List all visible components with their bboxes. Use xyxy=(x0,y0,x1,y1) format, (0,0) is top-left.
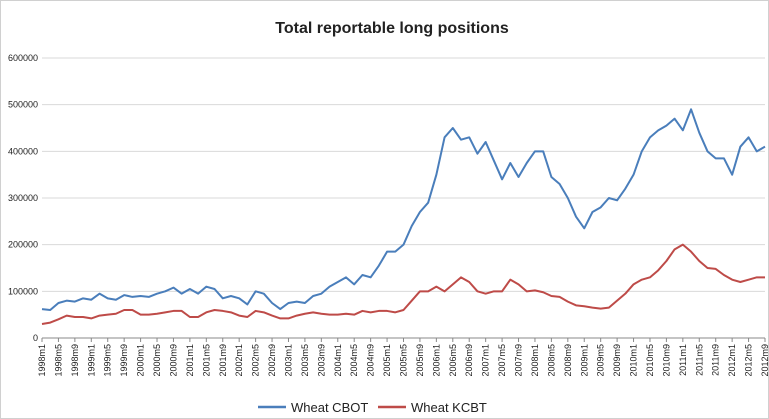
x-tick-label: 2008m9 xyxy=(563,344,573,377)
x-tick-label: 2000m1 xyxy=(136,344,146,377)
x-tick-label: 1998m9 xyxy=(70,344,80,377)
x-tick-label: 2011m1 xyxy=(678,344,688,376)
x-tick-label: 2003m5 xyxy=(300,344,310,377)
x-tick-label: 1999m9 xyxy=(119,344,129,377)
x-tick-label: 2005m1 xyxy=(382,344,392,377)
y-tick-label: 0 xyxy=(33,333,38,343)
x-tick-label: 2005m9 xyxy=(415,344,425,377)
x-tick-label: 2002m5 xyxy=(251,344,261,377)
x-tick-label: 2000m9 xyxy=(168,344,178,377)
y-tick-label: 200000 xyxy=(8,240,38,250)
x-tick-label: 2006m9 xyxy=(464,344,474,377)
x-tick-label: 2010m9 xyxy=(661,344,671,377)
x-tick-label: 2011m5 xyxy=(694,344,704,376)
x-tick-label: 2007m1 xyxy=(481,344,491,377)
x-tick-label: 1999m5 xyxy=(103,344,113,377)
x-tick-label: 2012m9 xyxy=(760,344,769,377)
x-tick-label: 2002m1 xyxy=(234,344,244,377)
x-tick-label: 2011m9 xyxy=(711,344,721,376)
x-tick-label: 2008m1 xyxy=(530,344,540,377)
x-tick-label: 1999m1 xyxy=(86,344,96,377)
x-tick-label: 2003m9 xyxy=(316,344,326,377)
x-tick-label: 2006m5 xyxy=(448,344,458,377)
y-tick-label: 300000 xyxy=(8,193,38,203)
x-tick-label: 2004m1 xyxy=(333,344,343,377)
chart-title: Total reportable long positions xyxy=(275,20,509,37)
x-tick-label: 1998m5 xyxy=(53,344,63,377)
x-tick-label: 2012m5 xyxy=(744,344,754,377)
x-tick-label: 2008m5 xyxy=(546,344,556,377)
legend-label: Wheat KCBT xyxy=(411,400,487,415)
x-tick-label: 2003m1 xyxy=(283,344,293,377)
series-line xyxy=(41,108,766,311)
x-tick-label: 1998m1 xyxy=(37,344,47,377)
x-tick-label: 2009m9 xyxy=(612,344,622,377)
x-tick-label: 2006m1 xyxy=(431,344,441,377)
legend-label: Wheat CBOT xyxy=(291,400,368,415)
x-tick-label: 2000m5 xyxy=(152,344,162,377)
y-tick-label: 500000 xyxy=(8,100,38,110)
x-tick-label: 2009m5 xyxy=(596,344,606,377)
x-tick-label: 2004m9 xyxy=(366,344,376,377)
x-tick-label: 2007m9 xyxy=(514,344,524,377)
x-tick-label: 2001m9 xyxy=(218,344,228,377)
x-tick-label: 2002m9 xyxy=(267,344,277,377)
x-tick-label: 2010m5 xyxy=(645,344,655,377)
y-tick-label: 600000 xyxy=(8,53,38,63)
x-tick-label: 2004m5 xyxy=(349,344,359,377)
x-tick-label: 2009m1 xyxy=(579,344,589,377)
x-tick-label: 2007m5 xyxy=(497,344,507,377)
x-tick-label: 2001m5 xyxy=(201,344,211,377)
x-tick-label: 2010m1 xyxy=(629,344,639,377)
y-tick-label: 100000 xyxy=(8,286,38,296)
y-tick-label: 400000 xyxy=(8,146,38,156)
series-line xyxy=(41,243,765,325)
x-tick-label: 2012m1 xyxy=(727,344,737,377)
x-tick-label: 2001m1 xyxy=(185,344,195,377)
x-tick-label: 2005m5 xyxy=(399,344,409,377)
